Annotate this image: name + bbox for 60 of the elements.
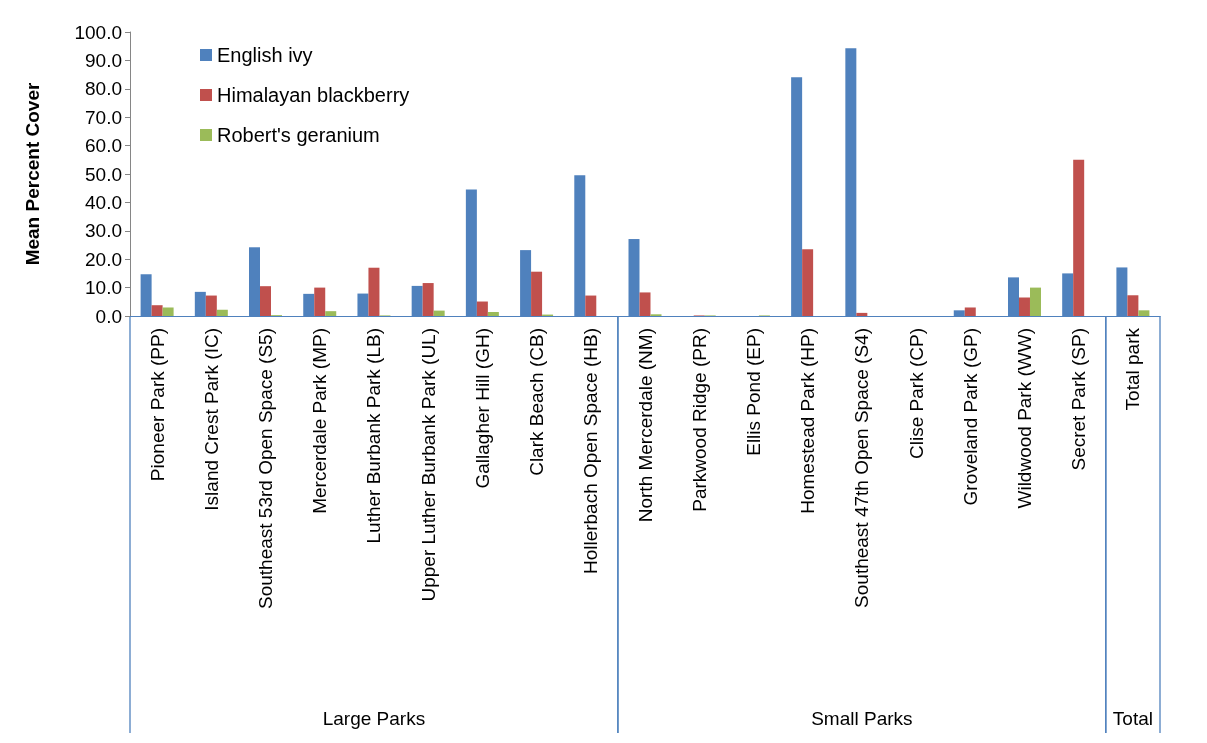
x-tick-label: North Mercerdale (NM) [634,328,656,523]
bar [368,267,380,316]
y-tick-label: 30.0 [85,220,122,242]
bar [802,249,814,316]
bar [433,310,445,316]
bar [260,286,272,316]
x-tick-label: Luther Burbank Park (LB) [363,328,385,544]
bar [1029,287,1041,316]
x-tick-label: Wildwood Park (WW) [1013,328,1035,509]
x-tick-label: Southeast 53rd Open Space (S5) [255,328,277,609]
legend-label: Himalayan blackberry [217,84,410,106]
bar [531,271,543,316]
x-tick-label: Gallagher Hill (GH) [471,328,493,489]
bar [964,307,976,316]
y-tick-label: 90.0 [85,49,122,71]
x-tick-label: Homestead Park (HP) [797,328,819,514]
bar [422,283,434,316]
bar [487,312,499,316]
y-tick-label: 10.0 [85,277,122,299]
x-tick-label: Secret Park (SP) [1068,328,1090,471]
y-axis-title: Mean Percent Cover [22,82,43,266]
bar [205,295,217,316]
bar [1018,297,1030,316]
text: Total [1112,707,1153,729]
x-tick-label: Groveland Park (GP) [959,328,981,506]
x-tick-label: Parkwood Ridge (PR) [688,328,710,512]
y-tick-label: 60.0 [85,135,122,157]
bar [856,312,868,316]
y-tick-label: 80.0 [85,78,122,100]
y-tick-label: 100.0 [74,21,122,43]
bar [325,311,337,316]
x-tick-label: Southeast 47th Open Space (S4) [851,328,873,608]
y-tick-label: 0.0 [95,305,122,327]
bar [1138,310,1150,316]
text: Large Parks [322,707,426,729]
bar [476,301,488,316]
y-tick-label: 50.0 [85,163,122,185]
x-tick-label: Island Crest Park (IC) [200,328,222,511]
legend-label: Robert's geranium [217,124,380,146]
bar [639,292,651,316]
legend-label: English ivy [217,44,313,66]
x-tick-label: Ellis Pond (EP) [742,328,764,456]
x-tick-label: Hollerbach Open Space (HB) [580,328,602,575]
y-tick-label: 40.0 [85,191,122,213]
bar [585,295,597,316]
bar [216,309,228,316]
bar [1073,159,1085,316]
bar [1127,295,1139,316]
bar [314,287,326,316]
x-tick-label: Clise Park (CP) [905,328,927,459]
bar [162,307,174,316]
x-tick-label: Mercerdale Park (MP) [309,328,331,514]
y-tick-label: 20.0 [85,248,122,270]
bar [151,305,163,316]
x-tick-label: Clark Beach (CB) [526,328,548,476]
y-tick-label: 70.0 [85,106,122,128]
text: Small Parks [811,707,913,729]
x-tick-label: Pioneer Park (PP) [146,328,168,482]
x-tick-label: Total park [1122,327,1144,411]
x-tick-label: Upper Luther Burbank Park (UL) [417,328,439,602]
